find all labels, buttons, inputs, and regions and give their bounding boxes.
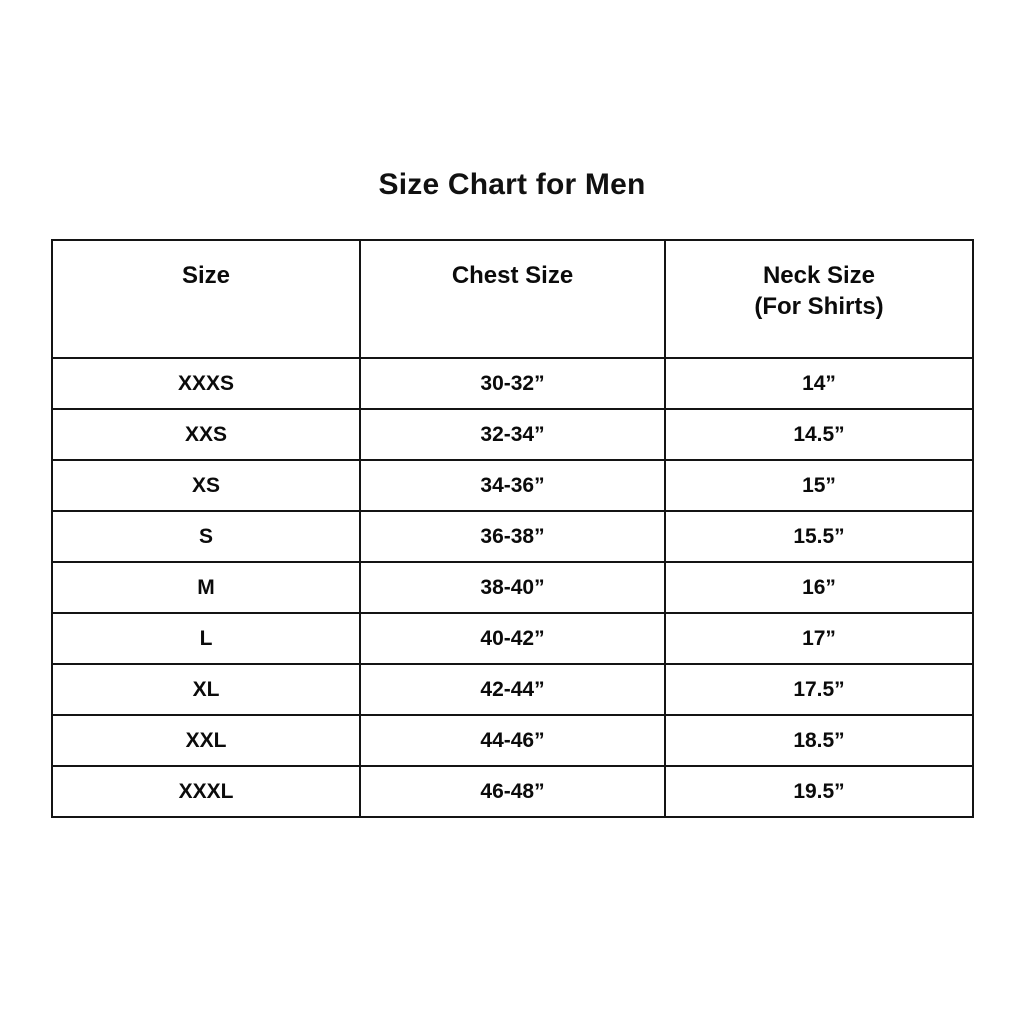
cell-neck: 15.5” — [664, 510, 974, 563]
cell-chest: 32-34” — [359, 408, 666, 461]
cell-chest: 40-42” — [359, 612, 666, 665]
size-chart-table: Size Chest Size Neck Size (For Shirts) X… — [51, 239, 974, 818]
cell-chest: 46-48” — [359, 765, 666, 818]
cell-chest: 34-36” — [359, 459, 666, 512]
cell-neck: 17” — [664, 612, 974, 665]
column-header-size: Size — [51, 239, 361, 359]
cell-neck: 15” — [664, 459, 974, 512]
cell-size: XXXL — [51, 765, 361, 818]
cell-chest: 38-40” — [359, 561, 666, 614]
column-header-chest-size-label: Chest Size — [451, 262, 574, 289]
column-header-neck-size-sublabel: (For Shirts) — [754, 292, 884, 320]
table-header: Size Chest Size Neck Size (For Shirts) — [51, 239, 974, 359]
cell-chest: 36-38” — [359, 510, 666, 563]
cell-size: S — [51, 510, 361, 563]
table-row: XS 34-36” 15” — [51, 459, 974, 512]
cell-neck: 14.5” — [664, 408, 974, 461]
table-header-row: Size Chest Size Neck Size (For Shirts) — [51, 239, 974, 359]
cell-neck: 16” — [664, 561, 974, 614]
cell-chest: 42-44” — [359, 663, 666, 716]
cell-neck: 19.5” — [664, 765, 974, 818]
table-row: XXL 44-46” 18.5” — [51, 714, 974, 767]
page-title: Size Chart for Men — [378, 168, 646, 201]
cell-size: XXL — [51, 714, 361, 767]
cell-size: L — [51, 612, 361, 665]
column-header-neck-size-label: Neck Size — [762, 262, 876, 289]
cell-neck: 14” — [664, 357, 974, 410]
size-chart-table-container: Size Chest Size Neck Size (For Shirts) X… — [51, 239, 974, 818]
cell-neck: 17.5” — [664, 663, 974, 716]
table-row: M 38-40” 16” — [51, 561, 974, 614]
cell-neck: 18.5” — [664, 714, 974, 767]
table-row: XXXL 46-48” 19.5” — [51, 765, 974, 818]
table-row: XXXS 30-32” 14” — [51, 357, 974, 410]
table-row: XXS 32-34” 14.5” — [51, 408, 974, 461]
cell-chest: 30-32” — [359, 357, 666, 410]
table-row: L 40-42” 17” — [51, 612, 974, 665]
table-row: S 36-38” 15.5” — [51, 510, 974, 563]
cell-size: XXS — [51, 408, 361, 461]
cell-size: XXXS — [51, 357, 361, 410]
table-body: XXXS 30-32” 14” XXS 32-34” 14.5” XS 34-3… — [51, 357, 974, 818]
column-header-neck-size: Neck Size (For Shirts) — [664, 239, 974, 359]
table-row: XL 42-44” 17.5” — [51, 663, 974, 716]
cell-chest: 44-46” — [359, 714, 666, 767]
cell-size: XS — [51, 459, 361, 512]
cell-size: M — [51, 561, 361, 614]
cell-size: XL — [51, 663, 361, 716]
column-header-size-label: Size — [181, 262, 231, 289]
column-header-chest-size: Chest Size — [359, 239, 666, 359]
